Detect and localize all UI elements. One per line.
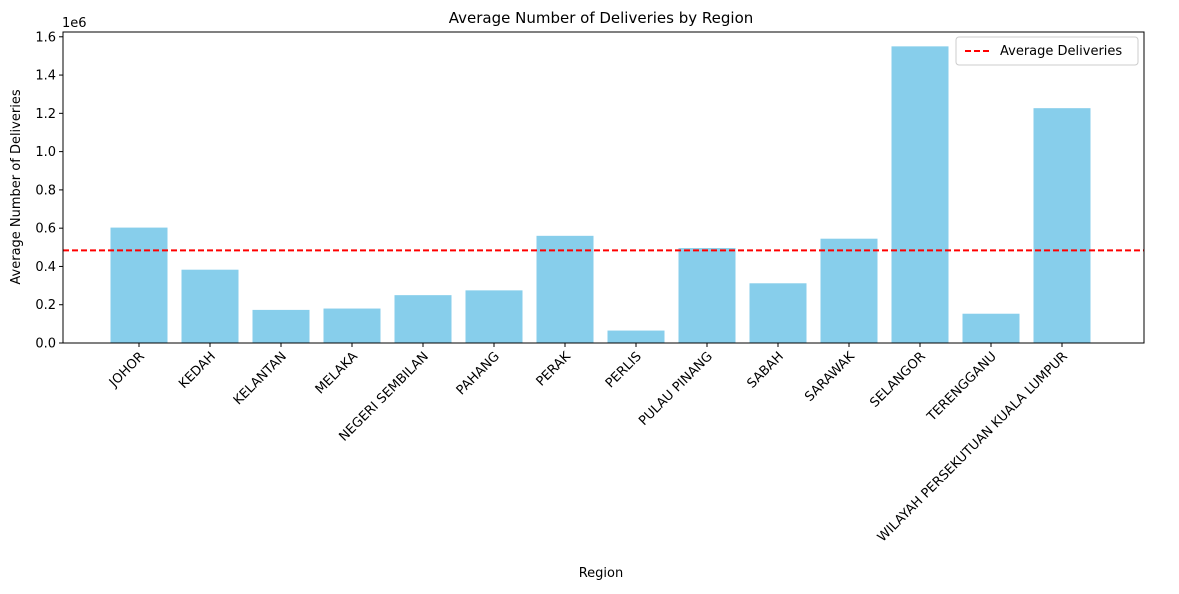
x-tick-label: SELANGOR — [867, 349, 928, 410]
y-tick-label: 0.6 — [35, 222, 56, 237]
x-tick-label: PERAK — [534, 349, 575, 390]
x-tick-label: TERENGGANU — [924, 349, 1000, 425]
y-tick-label: 0.4 — [35, 260, 56, 275]
x-tick-label: PAHANG — [454, 349, 503, 398]
bar-pahang — [465, 290, 523, 343]
bar-pulau-pinang — [678, 248, 736, 343]
bar-sabah — [749, 283, 807, 343]
plot-frame — [62, 31, 1145, 344]
plot-area: 0.0 0.2 0.4 0.6 0.8 1.0 1.2 1.4 1.6 JOHOR KEDAH KEL… — [35, 30, 1145, 545]
x-tick-label: PERLIS — [603, 349, 645, 391]
y-axis-offset-label: 1e6 — [62, 16, 87, 31]
y-axis-label: Average Number of Deliveries — [9, 89, 24, 284]
y-tick-label: 0.8 — [35, 183, 56, 198]
x-tick-label: SABAH — [744, 349, 786, 391]
y-tick-label: 1.2 — [35, 107, 56, 122]
bar-johor — [110, 227, 168, 343]
bar-terengganu — [962, 313, 1020, 343]
x-tick-label: MELAKA — [313, 349, 361, 397]
legend-label-average: Average Deliveries — [1000, 44, 1122, 59]
y-tick-label: 1.0 — [35, 145, 56, 160]
x-axis-label: Region — [579, 566, 624, 581]
legend: Average Deliveries — [955, 36, 1139, 66]
x-tick-label: PULAU PINANG — [636, 349, 716, 429]
x-tick-label: KEDAH — [176, 349, 219, 392]
bar-perak — [536, 235, 594, 343]
y-tick-label: 1.4 — [35, 69, 56, 84]
y-tick-label: 0.0 — [35, 337, 56, 352]
chart-title: Average Number of Deliveries by Region — [449, 9, 754, 27]
bar-perlis — [607, 330, 665, 343]
legend-box — [955, 36, 1139, 66]
y-tick-label: 0.2 — [35, 298, 56, 313]
bar-wilayah-persekutuan-kuala-lumpur — [1033, 108, 1091, 343]
x-tick-label: SARAWAK — [802, 349, 858, 405]
bar-sarawak — [820, 238, 878, 343]
bar-melaka — [323, 308, 381, 343]
x-tick-label: JOHOR — [106, 349, 148, 391]
bar-kelantan — [252, 309, 310, 343]
bar-kedah — [181, 269, 239, 343]
bar-negeri-sembilan — [394, 295, 452, 343]
bar-selangor — [891, 46, 949, 343]
y-tick-label: 1.6 — [35, 30, 56, 45]
x-tick-label: KELANTAN — [231, 349, 290, 408]
